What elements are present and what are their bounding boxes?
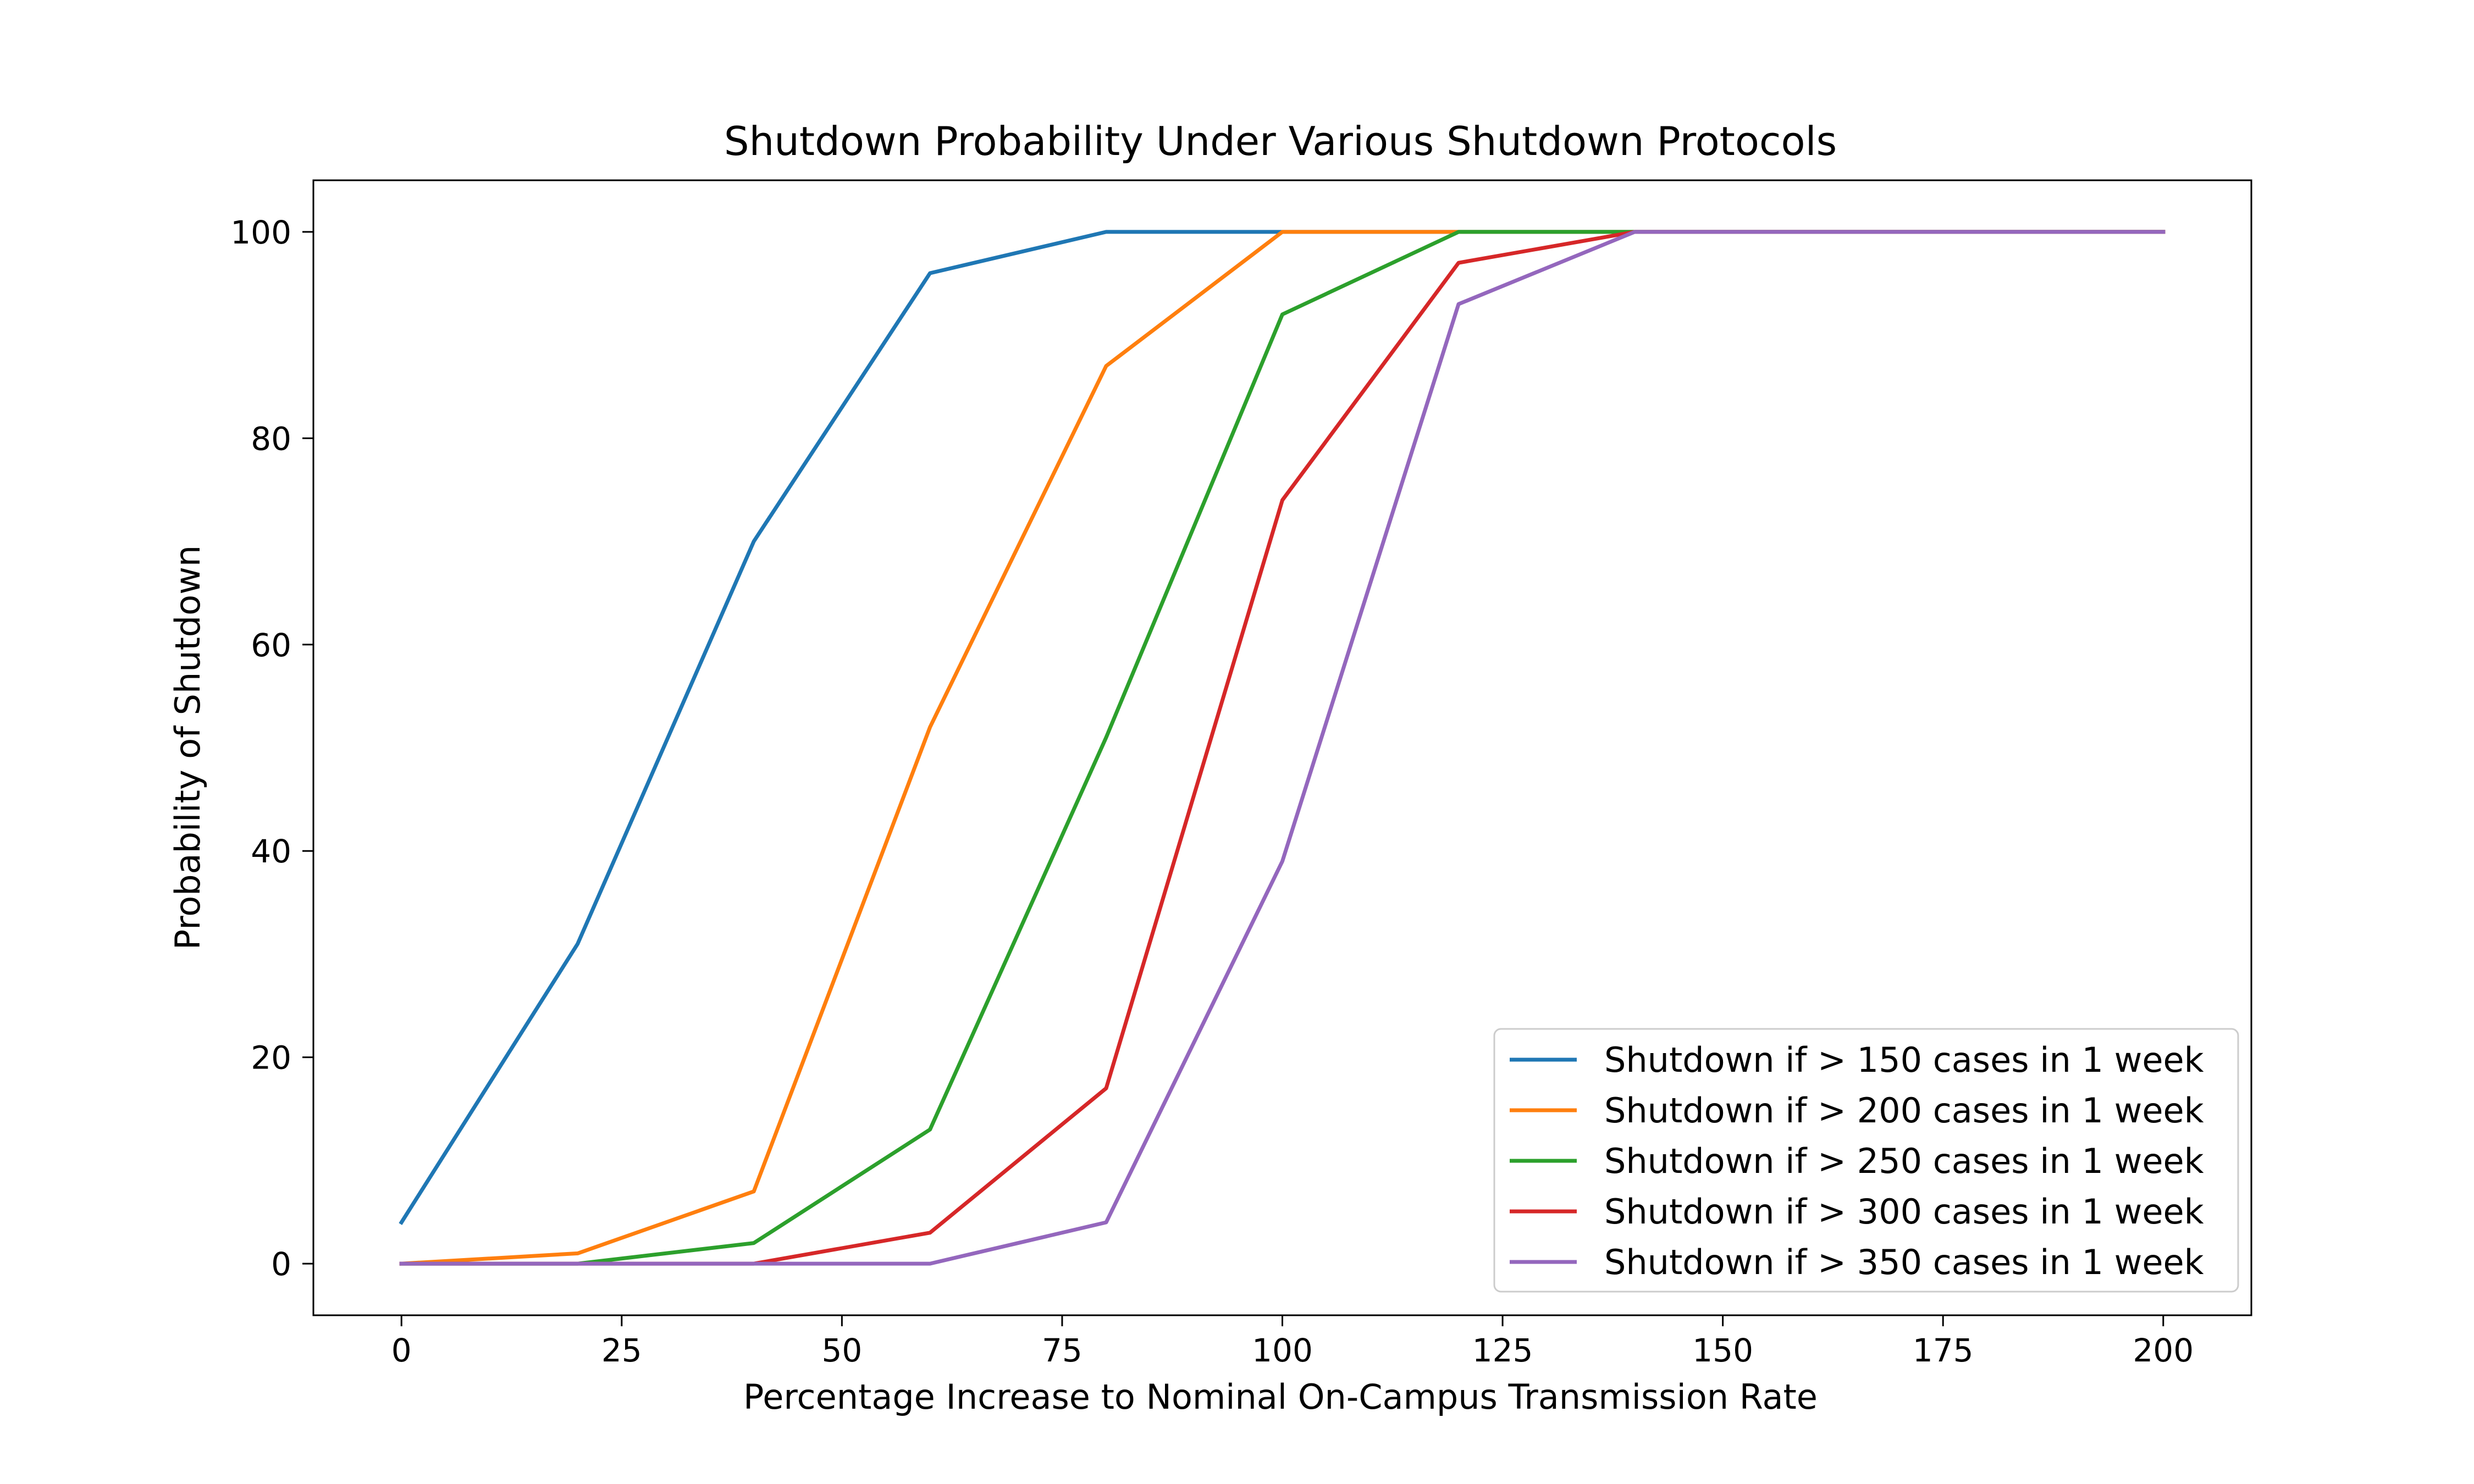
x-tick-label: 50 — [821, 1332, 862, 1369]
y-tick-label: 60 — [251, 627, 291, 664]
chart-title: Shutdown Probability Under Various Shutd… — [724, 118, 1837, 164]
y-tick-label: 0 — [271, 1245, 291, 1283]
plot-area — [399, 230, 2166, 1266]
y-axis-label: Probability of Shutdown — [168, 545, 208, 950]
x-tick-label: 175 — [1913, 1332, 1974, 1369]
x-tick-label: 100 — [1252, 1332, 1313, 1369]
legend-label: Shutdown if > 250 cases in 1 week — [1604, 1141, 2204, 1181]
y-tick-label: 20 — [251, 1039, 291, 1077]
x-tick-label: 150 — [1692, 1332, 1753, 1369]
y-tick-label: 100 — [230, 214, 291, 251]
x-tick-label: 125 — [1472, 1332, 1533, 1369]
legend-label: Shutdown if > 200 cases in 1 week — [1604, 1090, 2204, 1131]
legend-label: Shutdown if > 150 cases in 1 week — [1604, 1040, 2204, 1080]
y-axis: 0 20 40 60 80 100 — [230, 214, 313, 1283]
x-axis-label: Percentage Increase to Nominal On-Campus… — [743, 1377, 1818, 1417]
legend-box — [1493, 1028, 2239, 1293]
x-axis: 0 25 50 75 100 125 150 175 200 — [391, 1315, 2194, 1369]
y-tick-label: 80 — [251, 420, 291, 457]
y-tick-label: 40 — [251, 833, 291, 870]
x-tick-label: 25 — [601, 1332, 642, 1369]
legend: Shutdown if > 150 cases in 1 week Shutdow… — [1493, 1028, 2239, 1293]
series-line-5 — [399, 230, 2166, 1266]
legend-label: Shutdown if > 350 cases in 1 week — [1604, 1242, 2204, 1282]
x-tick-label: 200 — [2133, 1332, 2194, 1369]
legend-label: Shutdown if > 300 cases in 1 week — [1604, 1192, 2204, 1232]
x-tick-label: 0 — [391, 1332, 412, 1369]
x-tick-label: 75 — [1042, 1332, 1083, 1369]
